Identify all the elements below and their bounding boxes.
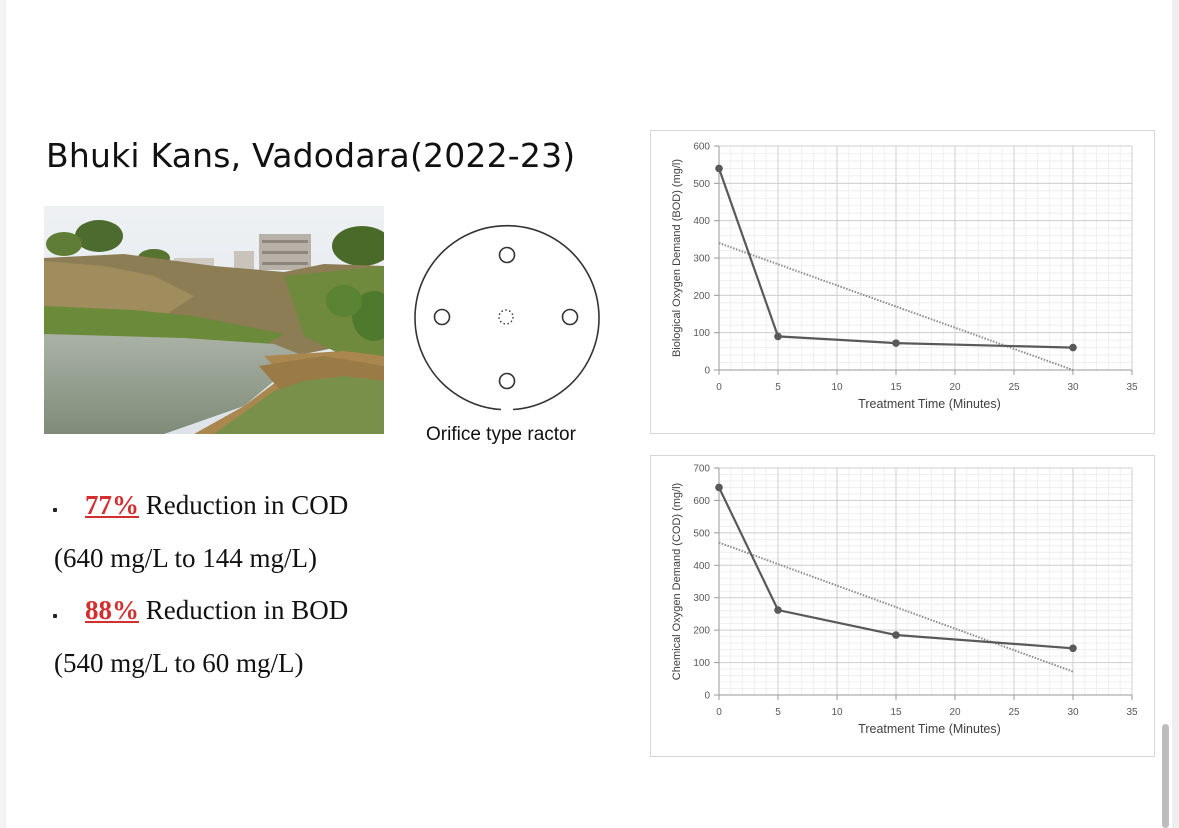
y-tick-label: 100 (693, 328, 710, 339)
cod-percent: 77% (85, 490, 139, 520)
bullet-dot (53, 508, 57, 512)
y-tick-label: 0 (704, 366, 710, 377)
slide-title: Bhuki Kans, Vadodara(2022-23) (46, 136, 576, 175)
x-axis-title: Treatment Time (Minutes) (858, 397, 1001, 411)
reactor-caption: Orifice type ractor (426, 424, 576, 445)
cod-reduction-line: 77% Reduction in COD (85, 490, 348, 521)
x-tick-label: 35 (1126, 707, 1138, 718)
x-tick-label: 25 (1008, 382, 1020, 393)
chart-frame (650, 130, 1155, 434)
bullet-dot (53, 614, 57, 618)
data-point (1069, 343, 1077, 352)
y-tick-label: 200 (693, 291, 710, 302)
cod-chart: 0 100 200 300 400 500 600 700 0 5 10 15 20 25 30 35 Trea… (650, 455, 1155, 761)
x-tick-label: 30 (1067, 707, 1079, 718)
x-tick-label: 30 (1067, 382, 1079, 393)
x-tick-label: 10 (831, 707, 843, 718)
data-point (774, 606, 782, 614)
river-photo (44, 206, 384, 434)
x-tick-label: 15 (890, 382, 902, 393)
data-point (715, 483, 723, 492)
window-edge (1172, 0, 1179, 828)
data-point (774, 332, 782, 341)
x-tick-label: 35 (1126, 382, 1138, 393)
bod-chart-svg: 0 100 200 300 400 500 600 0 5 10 15 20 25 30 35 Treatme… (650, 130, 1155, 434)
x-tick-label: 20 (949, 382, 961, 393)
x-tick-label: 20 (949, 707, 961, 718)
y-tick-label: 300 (693, 593, 710, 604)
y-tick-label: 700 (693, 464, 710, 475)
x-tick-label: 5 (775, 707, 781, 718)
x-tick-label: 10 (831, 382, 843, 393)
data-point (892, 339, 900, 347)
cod-chart-svg: 0 100 200 300 400 500 600 700 0 5 10 15 20 25 30 35 Trea… (650, 455, 1155, 757)
trendline (718, 242, 1074, 371)
y-tick-label: 400 (693, 216, 710, 227)
y-tick-label: 500 (693, 528, 710, 539)
bod-chart: 0 100 200 300 400 500 600 0 5 10 15 20 25 30 35 Treatme… (650, 130, 1155, 438)
y-tick-label: 600 (693, 496, 710, 507)
x-tick-label: 15 (890, 707, 902, 718)
series-line (717, 168, 1074, 349)
chart-frame (650, 455, 1155, 757)
y-tick-label: 600 (693, 142, 710, 153)
y-tick-label: 100 (693, 658, 710, 669)
orifice-reactor-diagram (414, 224, 600, 411)
x-tick-label: 0 (716, 707, 722, 718)
y-tick-label: 0 (704, 691, 710, 702)
bod-reduction-text: Reduction in BOD (139, 595, 349, 625)
data-point (715, 164, 723, 173)
y-axis-title: Biological Oxygen Demand (BOD) (mg/l) (671, 159, 683, 357)
y-tick-label: 300 (693, 254, 710, 265)
x-tick-label: 0 (716, 382, 722, 393)
y-tick-label: 400 (693, 561, 710, 572)
data-point (892, 631, 900, 639)
scrollbar[interactable] (1162, 724, 1169, 828)
bod-percent: 88% (85, 595, 139, 625)
series-line (718, 486, 1074, 650)
cod-reduction-text: Reduction in COD (139, 490, 349, 520)
x-tick-label: 25 (1008, 707, 1020, 718)
x-axis-title: Treatment Time (Minutes) (858, 722, 1001, 736)
y-tick-label: 200 (693, 626, 710, 637)
cod-range: (640 mg/L to 144 mg/L) (54, 543, 317, 573)
x-tick-label: 5 (775, 382, 781, 393)
y-axis-title: Chemical Oxygen Demand (COD) (mg/l) (671, 483, 683, 680)
bod-range: (540 mg/L to 60 mg/L) (54, 648, 304, 678)
data-point (1069, 644, 1077, 653)
y-tick-label: 500 (693, 179, 710, 190)
bod-reduction-line: 88% Reduction in BOD (85, 595, 348, 626)
